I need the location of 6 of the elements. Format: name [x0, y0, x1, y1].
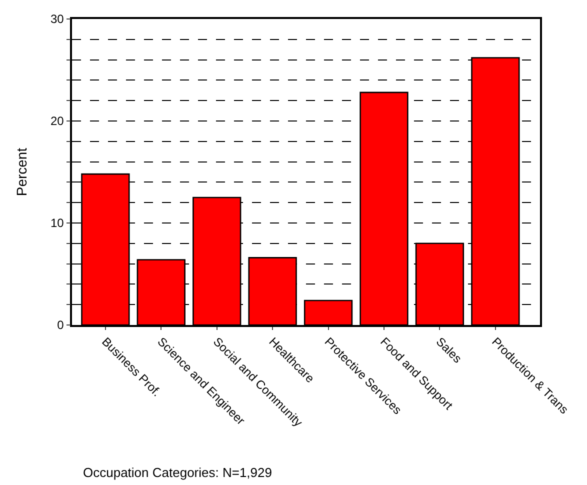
y-tick-label: 10 — [50, 216, 64, 230]
y-axis-title: Percent — [14, 148, 30, 196]
y-tick-label: 0 — [57, 318, 64, 332]
y-tick-label: 30 — [50, 12, 64, 26]
x-axis-title: Occupation Categories: N=1,929 — [83, 465, 272, 480]
y-tick-label: 20 — [50, 114, 64, 128]
